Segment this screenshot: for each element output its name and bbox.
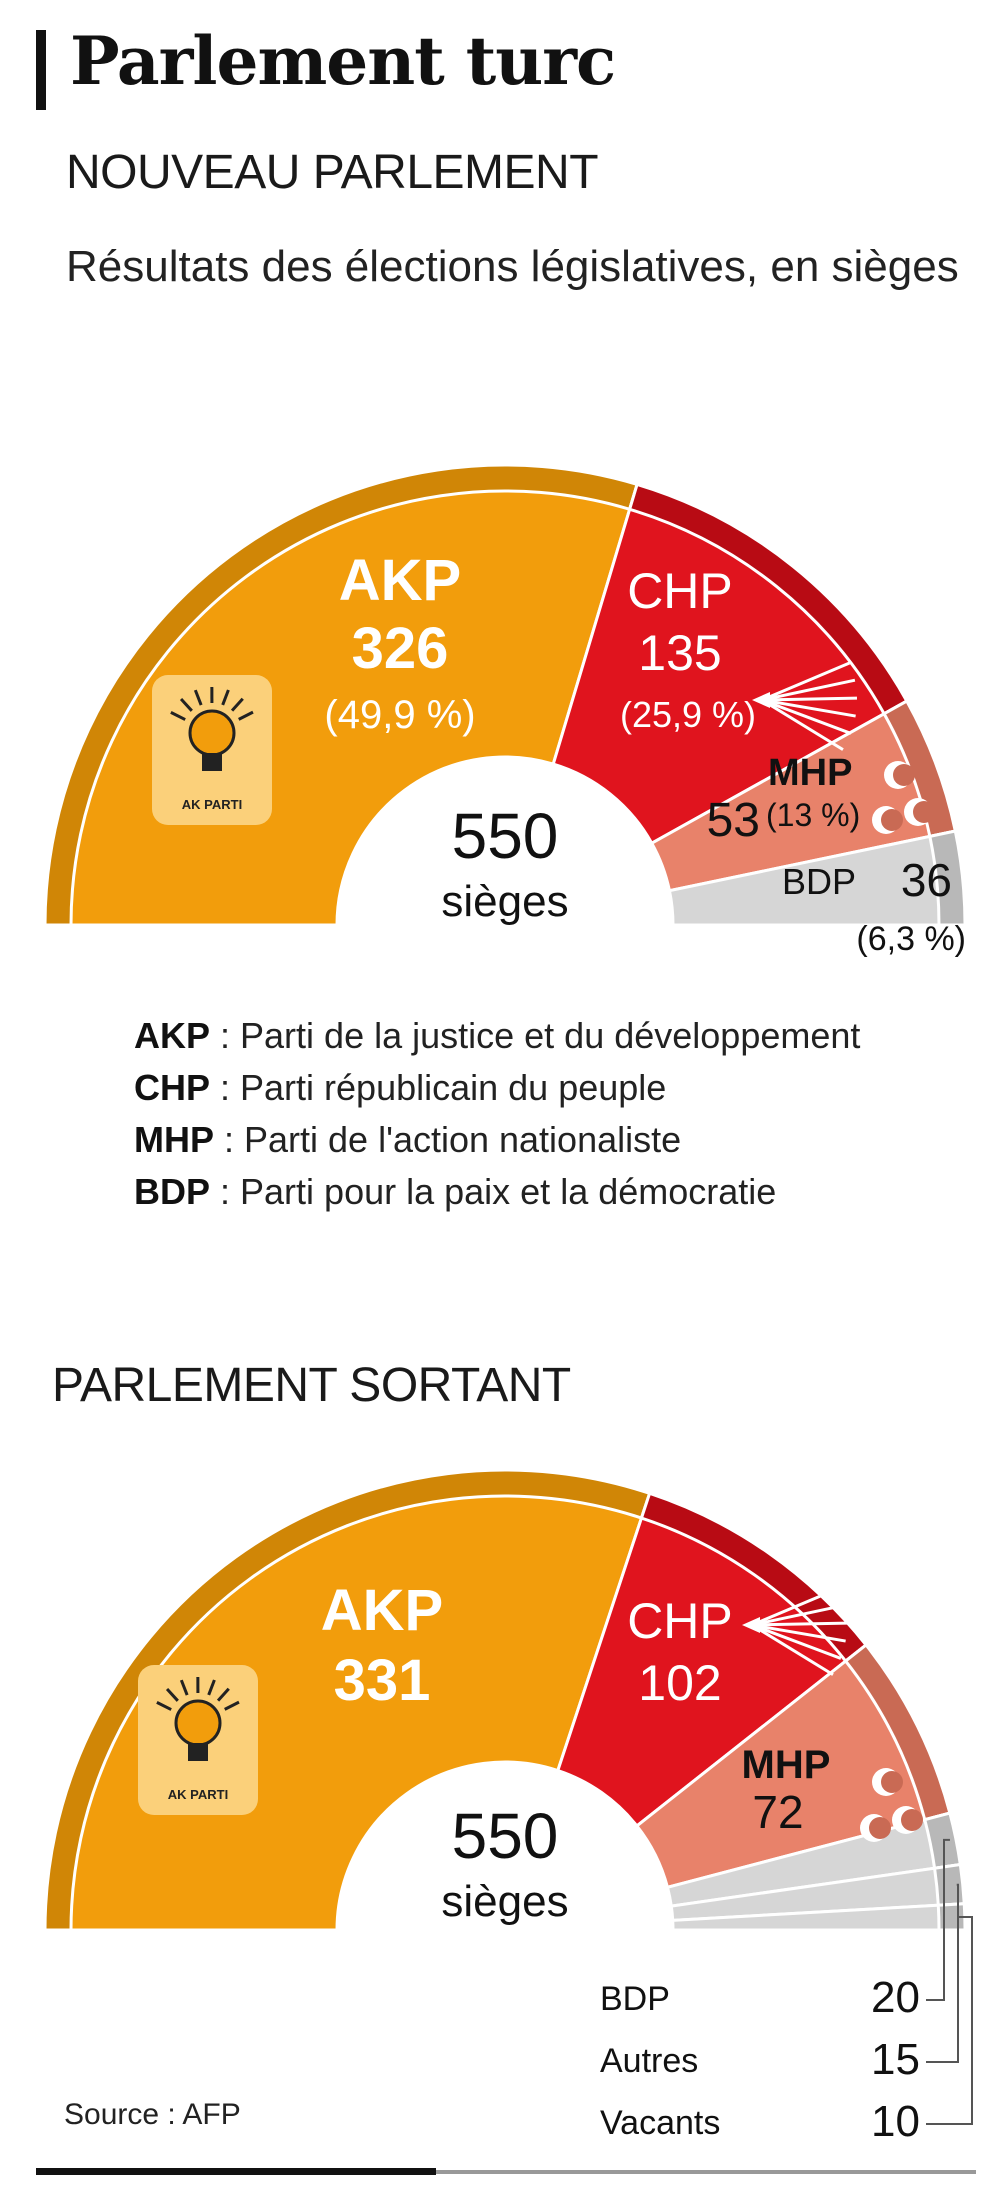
chp-new-name-label: CHP [627, 563, 733, 619]
mhp-new-seats-label: 53 [707, 794, 760, 847]
new-chp-six-arrows-icon [752, 661, 858, 751]
legend-row-bdp: BDP : Parti pour la paix et la démocrati… [134, 1171, 777, 1212]
old-connector-vacants [926, 1916, 973, 2125]
chp-old-seats-label: 102 [638, 1655, 721, 1711]
bottom-rule-dark [36, 2168, 436, 2175]
bdp-new-pct-label: (6,3 %) [856, 920, 966, 958]
page-title: Parlement turc [70, 22, 616, 100]
chp-new-seats-label: 135 [638, 625, 721, 681]
new-akp-lightbulb-logo-icon: AK PARTI [152, 675, 272, 825]
mhp-new-pct-label: (13 %) [766, 797, 860, 833]
old-chp-six-arrows-icon [742, 1586, 848, 1676]
legend-row-akp: AKP : Parti de la justice et du développ… [134, 1015, 861, 1056]
chp-new-pct-label: (25,9 %) [620, 694, 756, 735]
old-mhp-three-crescents-icon [860, 1768, 923, 1842]
chp-old-name-label: CHP [627, 1593, 733, 1649]
autres-old-name-label: Autres [600, 2042, 698, 2080]
old-akp-logo-text: AK PARTI [168, 1787, 228, 1802]
mhp-old-seats-label: 72 [752, 1786, 803, 1838]
new-parliament-subtitle: Résultats des élections législatives, en… [66, 242, 959, 291]
new-parliament-chart: AK PARTI AKP 326 (49,9 %) CHP 135 (25,9 … [43, 463, 967, 958]
old-parliament-chart: AK PARTI AKP 331 CHP 102 MHP 72 550 sièg… [43, 1468, 973, 2146]
bdp-new-seats-label: 36 [901, 854, 952, 906]
old-akp-lightbulb-logo-icon: AK PARTI [138, 1665, 258, 1815]
bottom-rule-light [436, 2170, 976, 2174]
old-rim-autres [932, 1862, 966, 1907]
autres-old-seats-label: 15 [871, 2035, 920, 2084]
old-parliament-heading: PARLEMENT SORTANT [52, 1359, 571, 1412]
akp-new-seats-label: 326 [352, 616, 449, 681]
old-connector-autres [926, 1883, 959, 2063]
bdp-old-name-label: BDP [600, 1980, 670, 2018]
new-rim-bdp [928, 829, 967, 927]
mhp-old-name-label: MHP [742, 1743, 831, 1787]
new-total-number: 550 [452, 800, 559, 872]
vacants-old-seats-label: 10 [871, 2097, 920, 2146]
akp-old-name-label: AKP [321, 1578, 443, 1643]
legend-row-chp: CHP : Parti républicain du peuple [134, 1067, 667, 1108]
vacants-old-name-label: Vacants [600, 2104, 720, 2142]
new-akp-logo-text: AK PARTI [182, 797, 242, 812]
legend-row-mhp: MHP : Parti de l'action nationaliste [134, 1119, 682, 1160]
new-total-unit: sièges [441, 877, 568, 926]
old-total-number: 550 [452, 1800, 559, 1872]
new-mhp-three-crescents-icon [872, 761, 935, 834]
new-parliament-heading: NOUVEAU PARLEMENT [66, 146, 599, 199]
old-connector-bdp [926, 1838, 950, 2001]
title-accent-bar [36, 30, 46, 110]
akp-new-name-label: AKP [339, 548, 461, 613]
akp-old-seats-label: 331 [334, 1648, 431, 1713]
mhp-new-name-label: MHP [768, 752, 852, 794]
old-total-unit: sièges [441, 1877, 568, 1926]
bdp-new-name-label: BDP [782, 861, 856, 902]
akp-new-pct-label: (49,9 %) [324, 693, 475, 737]
source-credit: Source : AFP [64, 2098, 241, 2131]
party-legend: AKP : Parti de la justice et du développ… [134, 1010, 860, 1218]
bdp-old-seats-label: 20 [871, 1973, 920, 2022]
